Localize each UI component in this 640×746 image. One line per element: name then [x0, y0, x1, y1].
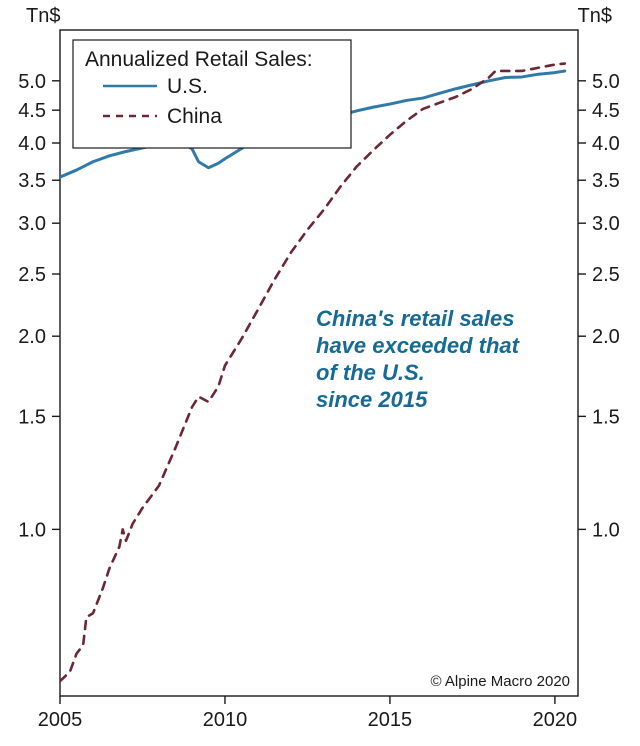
- y-tick-label-left: 4.0: [18, 133, 46, 155]
- y-tick-label-right: 3.0: [592, 213, 620, 235]
- y-tick-label-right: 4.5: [592, 100, 620, 122]
- y-tick-label-left: 2.0: [18, 326, 46, 348]
- y-tick-label-left: 1.0: [18, 519, 46, 541]
- y-tick-label-right: 5.0: [592, 71, 620, 93]
- x-tick-label: 2005: [38, 709, 83, 731]
- retail-sales-chart: 2005 2010 2015 2020 1.0 1.0 1.5 1.5 2.0 2.0 2.5 2.5…: [0, 0, 640, 746]
- legend-label-1: China: [167, 105, 222, 128]
- copyright-label: © Alpine Macro 2020: [431, 673, 570, 690]
- y-tick-label-right: 1.5: [592, 406, 620, 428]
- y-unit-right: Tn$: [578, 5, 612, 27]
- y-tick-label-left: 1.5: [18, 406, 46, 428]
- legend-title: Annualized Retail Sales:: [85, 48, 313, 71]
- y-unit-left: Tn$: [26, 5, 60, 27]
- y-tick-label-right: 4.0: [592, 133, 620, 155]
- y-tick-label-left: 2.5: [18, 264, 46, 286]
- x-tick-label: 2015: [368, 709, 413, 731]
- y-tick-label-left: 3.0: [18, 213, 46, 235]
- annotation-line: of the U.S.: [316, 360, 425, 385]
- y-tick-label-left: 5.0: [18, 71, 46, 93]
- y-tick-label-right: 2.0: [592, 326, 620, 348]
- y-tick-label-left: 4.5: [18, 100, 46, 122]
- annotation-line: since 2015: [316, 387, 428, 412]
- y-tick-label-right: 3.5: [592, 170, 620, 192]
- y-tick-label-left: 3.5: [18, 170, 46, 192]
- x-tick-label: 2020: [533, 709, 578, 731]
- y-tick-label-right: 2.5: [592, 264, 620, 286]
- legend-label-0: U.S.: [167, 75, 208, 98]
- y-tick-label-right: 1.0: [592, 519, 620, 541]
- x-tick-label: 2010: [203, 709, 248, 731]
- annotation-line: China's retail sales: [316, 306, 514, 331]
- annotation-line: have exceeded that: [316, 333, 521, 358]
